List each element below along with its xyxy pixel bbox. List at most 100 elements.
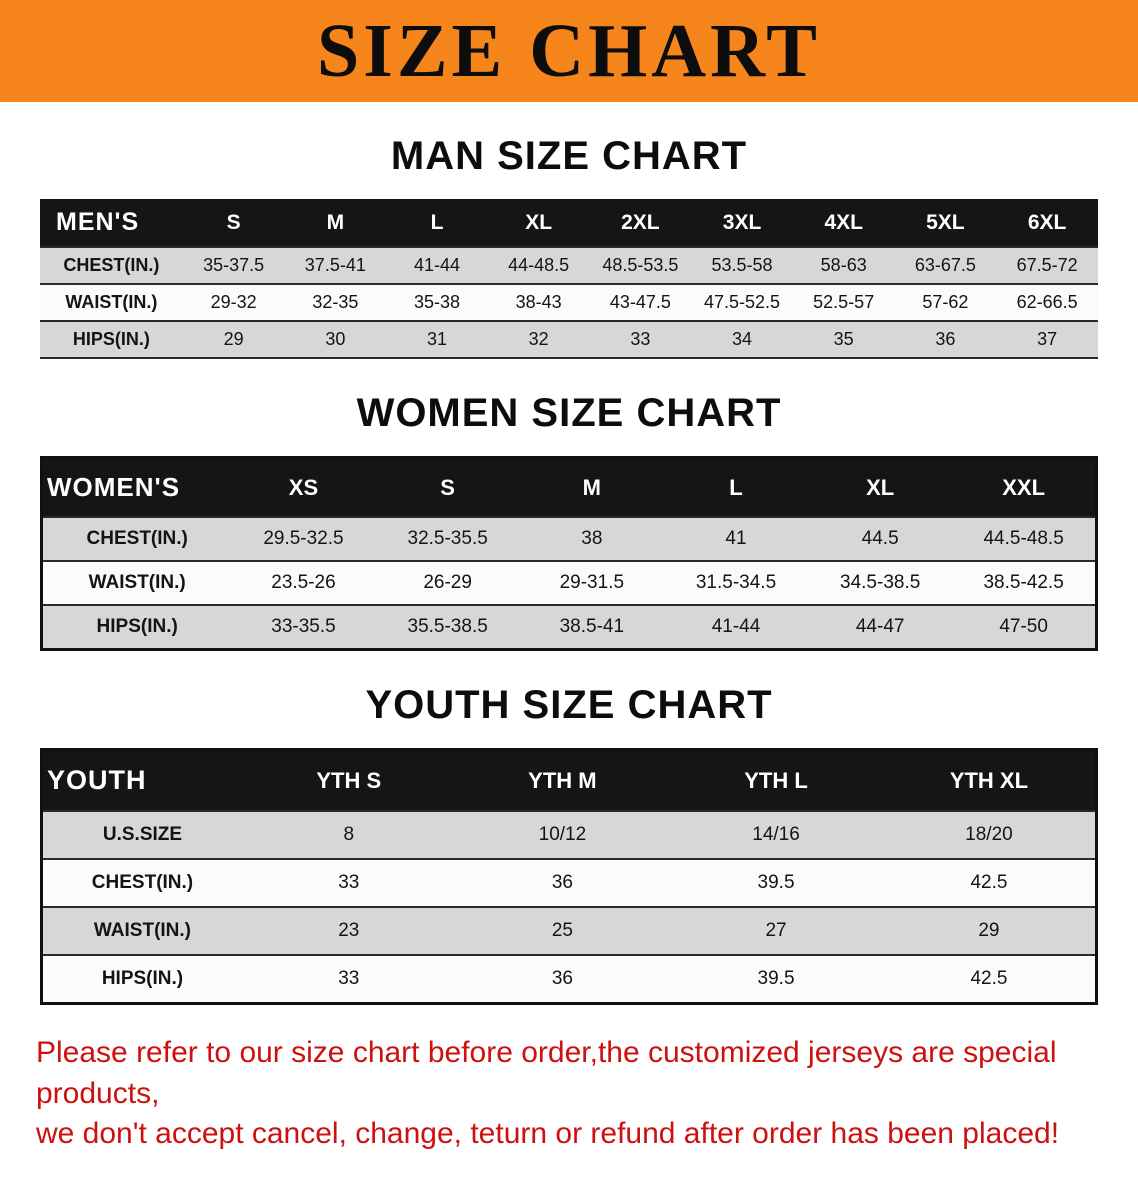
- size-value-cell: 63-67.5: [914, 255, 976, 275]
- table-row: WAIST(IN.) 23 25 27 29: [41, 907, 1097, 955]
- size-value-cell: 36: [551, 872, 573, 893]
- size-column-header: M: [284, 199, 387, 247]
- women-table-wrap: WOMEN'S XS S M L XL XXL CHEST(IN.) 29.5-32.5 32.5…: [40, 456, 1098, 651]
- size-value-cell: 36: [935, 329, 956, 349]
- table-header-row: WOMEN'S XS S M L XL XXL: [41, 457, 1097, 517]
- size-column-header: 4XL: [792, 199, 895, 247]
- table-row: WAIST(IN.) 23.5-26 26-29 29-31.5 31.5-34.5 34…: [41, 561, 1097, 605]
- size-value-cell: 62-66.5: [1016, 292, 1078, 312]
- size-value-cell: 26-29: [423, 572, 472, 593]
- size-value-cell: 41: [725, 528, 747, 549]
- women-heading: WOMEN SIZE CHART: [356, 391, 782, 435]
- size-value-cell: 33: [338, 968, 360, 989]
- table-row: HIPS(IN.) 29 30 31 32 33 34 35 36 37: [40, 321, 1098, 358]
- size-value-cell: 39.5: [757, 872, 795, 893]
- size-value-cell: 29-32: [210, 292, 257, 312]
- size-value-cell: 47-50: [999, 616, 1048, 637]
- size-value-cell: 33-35.5: [271, 616, 336, 637]
- size-value-cell: 52.5-57: [813, 292, 875, 312]
- disclaimer: Please refer to our size chart before or…: [36, 1033, 1102, 1155]
- size-value-cell: 8: [343, 824, 355, 845]
- size-value-cell: 57-62: [922, 292, 969, 312]
- size-column-header: L: [663, 457, 809, 517]
- size-value-cell: 27: [765, 920, 787, 941]
- size-column-header: 5XL: [894, 199, 997, 247]
- men-table-wrap: MEN'S S M L XL 2XL 3XL 4XL 5XL 6XL CHEST(IN.) 35-37…: [40, 199, 1098, 359]
- size-column-header: XXL: [952, 457, 1097, 517]
- size-value-cell: 33: [338, 872, 360, 893]
- row-label: CHEST(IN.): [86, 528, 188, 549]
- size-value-cell: 35: [833, 329, 854, 349]
- youth-heading: YOUTH SIZE CHART: [365, 683, 773, 727]
- table-row: CHEST(IN.) 33 36 39.5 42.5: [41, 859, 1097, 907]
- size-value-cell: 43-47.5: [609, 292, 671, 312]
- size-column-header: 3XL: [691, 199, 793, 247]
- size-column-header: YTH XL: [882, 749, 1097, 811]
- size-value-cell: 41-44: [711, 616, 761, 637]
- size-value-cell: 44-47: [855, 616, 905, 637]
- disclaimer-line1: Please refer to our size chart before or…: [36, 1036, 1057, 1110]
- size-column-header: YTH M: [455, 749, 670, 811]
- size-value-cell: 37: [1037, 329, 1058, 349]
- row-label: WAIST(IN.): [88, 572, 186, 593]
- table-header-row: YOUTH YTH S YTH M YTH L YTH XL: [41, 749, 1097, 811]
- row-label: HIPS(IN.): [72, 329, 150, 349]
- size-chart-banner: SIZE CHART: [0, 0, 1138, 102]
- size-value-cell: 35-38: [413, 292, 461, 312]
- table-row: CHEST(IN.) 29.5-32.5 32.5-35.5 38 41 44.5 44.5…: [41, 517, 1097, 561]
- size-value-cell: 38.5-42.5: [983, 572, 1064, 593]
- men-size-table: MEN'S S M L XL 2XL 3XL 4XL 5XL 6XL CHEST(IN.) 35-37…: [40, 199, 1098, 359]
- size-value-cell: 67.5-72: [1016, 255, 1078, 275]
- size-value-cell: 10/12: [538, 824, 587, 845]
- table-row: HIPS(IN.) 33-35.5 35.5-38.5 38.5-41 41-44 44-…: [41, 605, 1097, 650]
- youth-section: YOUTH SIZE CHART YOUTH YTH S YTH M YTH L YTH…: [0, 683, 1138, 1005]
- size-value-cell: 58-63: [820, 255, 867, 275]
- size-column-header: S: [182, 199, 285, 247]
- size-value-cell: 31.5-34.5: [695, 572, 777, 593]
- table-row: WAIST(IN.) 29-32 32-35 35-38 38-43 43-47.5 47.…: [40, 284, 1098, 321]
- size-value-cell: 29-31.5: [559, 572, 625, 593]
- size-value-cell: 41-44: [413, 255, 461, 275]
- table-header-row: MEN'S S M L XL 2XL 3XL 4XL 5XL 6XL: [40, 199, 1098, 247]
- size-column-header: M: [519, 457, 664, 517]
- size-value-cell: 39.5: [757, 968, 795, 989]
- row-label: CHEST(IN.): [63, 255, 160, 275]
- table-row: HIPS(IN.) 33 36 39.5 42.5: [41, 955, 1097, 1004]
- size-value-cell: 47.5-52.5: [703, 292, 781, 312]
- size-value-cell: 18/20: [965, 824, 1013, 845]
- youth-size-table: YOUTH YTH S YTH M YTH L YTH XL U.S.SIZE 8 10/12…: [40, 748, 1098, 1005]
- size-column-header: S: [375, 457, 520, 517]
- size-value-cell: 48.5-53.5: [602, 255, 679, 275]
- size-value-cell: 29: [978, 920, 1000, 941]
- row-label: WAIST(IN.): [93, 920, 192, 941]
- size-value-cell: 44.5-48.5: [983, 528, 1064, 549]
- size-chart-page: SIZE CHART MAN SIZE CHART MEN'S S M L XL 2XL 3…: [0, 0, 1138, 1155]
- size-column-header: 2XL: [589, 199, 692, 247]
- size-column-header: XS: [231, 457, 376, 517]
- size-value-cell: 30: [325, 329, 346, 349]
- size-value-cell: 42.5: [970, 968, 1008, 989]
- size-value-cell: 33: [630, 329, 651, 349]
- size-value-cell: 29: [223, 329, 244, 349]
- size-column-header: XL: [808, 457, 953, 517]
- table-category-header: MEN'S: [40, 199, 183, 247]
- size-value-cell: 53.5-58: [711, 255, 773, 275]
- size-value-cell: 38.5-41: [559, 616, 625, 637]
- youth-table-wrap: YOUTH YTH S YTH M YTH L YTH XL U.S.SIZE 8 10/12…: [40, 748, 1098, 1005]
- size-column-header: YTH L: [669, 749, 883, 811]
- men-section: MAN SIZE CHART MEN'S S M L XL 2XL 3XL 4XL 5XL 6XL…: [0, 134, 1138, 359]
- size-value-cell: 25: [551, 920, 573, 941]
- size-value-cell: 34: [732, 329, 753, 349]
- table-category-header: WOMEN'S: [41, 457, 232, 517]
- row-label: U.S.SIZE: [102, 824, 183, 845]
- page-title: SIZE CHART: [316, 9, 821, 93]
- size-column-header: L: [386, 199, 488, 247]
- size-value-cell: 44.5: [861, 528, 899, 549]
- size-column-header: 6XL: [996, 199, 1098, 247]
- size-column-header: YTH S: [241, 749, 456, 811]
- table-row: CHEST(IN.) 35-37.5 37.5-41 41-44 44-48.5 48.5…: [40, 247, 1098, 284]
- disclaimer-line2: we don't accept cancel, change, teturn o…: [36, 1117, 1060, 1150]
- size-value-cell: 42.5: [970, 872, 1008, 893]
- size-value-cell: 35.5-38.5: [407, 616, 488, 637]
- size-column-header: XL: [487, 199, 590, 247]
